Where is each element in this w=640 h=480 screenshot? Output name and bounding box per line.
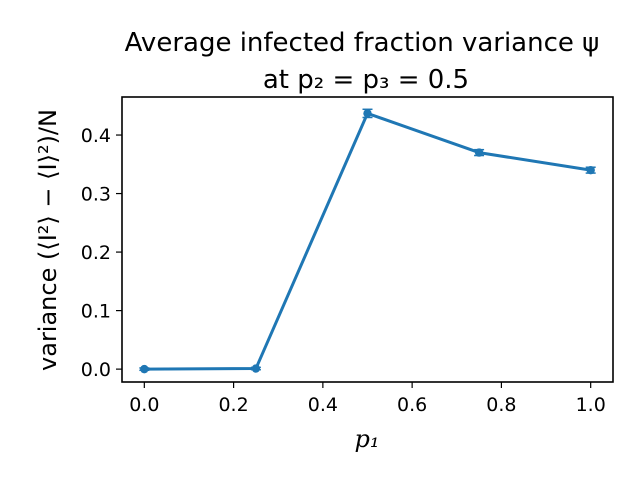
y-axis-ticks: 0.0 0.1 0.2 0.3 0.4 — [81, 125, 122, 381]
x-tick-label: 0.2 — [218, 394, 248, 416]
x-axis-ticks: 0.0 0.2 0.4 0.6 0.8 1.0 — [129, 382, 606, 416]
y-tick-label: 0.0 — [81, 359, 111, 381]
series-group — [139, 108, 596, 374]
x-axis-label: p₁ — [355, 425, 380, 453]
x-tick-label: 0.4 — [308, 394, 338, 416]
x-tick-label: 0.0 — [129, 394, 159, 416]
chart-title-line2: at p₂ = p₃ = 0.5 — [263, 65, 469, 95]
chart-title-line1: Average infected fraction variance ψ — [125, 28, 600, 58]
y-tick-label: 0.3 — [81, 184, 111, 206]
x-tick-label: 0.8 — [486, 394, 516, 416]
y-tick-label: 0.4 — [81, 125, 111, 147]
x-tick-label: 1.0 — [576, 394, 606, 416]
data-point — [474, 148, 484, 157]
data-point — [140, 364, 149, 374]
data-point — [586, 165, 595, 175]
x-tick-label: 0.6 — [397, 394, 427, 416]
series-line — [144, 111, 591, 371]
data-point — [251, 364, 261, 373]
y-axis-label: variance (⟨I²⟩ − ⟨I⟩²)/N — [34, 109, 62, 371]
y-tick-label: 0.2 — [81, 242, 111, 264]
data-point — [363, 109, 372, 118]
y-tick-label: 0.1 — [81, 301, 111, 323]
plot-frame — [121, 96, 614, 383]
